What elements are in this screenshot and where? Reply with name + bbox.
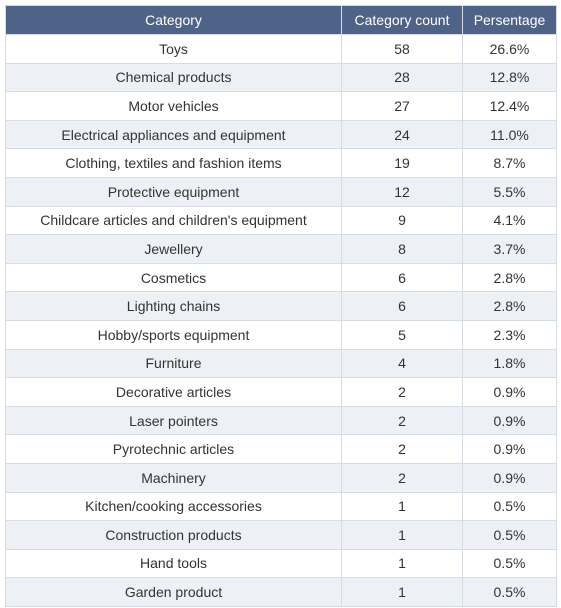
category-cell: Clothing, textiles and fashion items — [5, 148, 342, 178]
table-row: Hobby/sports equipment 5 2.3% — [5, 319, 557, 350]
percentage-cell: 26.6% — [462, 34, 557, 64]
category-cell: Pyrotechnic articles — [5, 434, 342, 464]
count-cell: 28 — [341, 62, 463, 93]
category-cell: Garden product — [5, 577, 342, 607]
count-cell: 1 — [341, 520, 463, 550]
count-cell: 1 — [341, 548, 463, 579]
category-cell: Hand tools — [5, 548, 342, 579]
percentage-cell: 0.9% — [462, 405, 557, 436]
category-cell: Motor vehicles — [5, 91, 342, 121]
category-cell: Decorative articles — [5, 377, 342, 407]
table-body: Toys 58 26.6% Chemical products 28 12.8% Motor… — [5, 34, 557, 607]
table-row: Motor vehicles 27 12.4% — [5, 91, 557, 121]
count-cell: 58 — [341, 34, 463, 64]
category-cell: Machinery — [5, 462, 342, 493]
count-cell: 27 — [341, 91, 463, 121]
table-row: Protective equipment 12 5.5% — [5, 176, 557, 207]
percentage-cell: 11.0% — [462, 119, 557, 150]
percentage-cell: 0.9% — [462, 434, 557, 464]
count-cell: 19 — [341, 148, 463, 178]
header-category-count: Category count — [341, 5, 463, 35]
percentage-cell: 5.5% — [462, 176, 557, 207]
count-cell: 1 — [341, 491, 463, 522]
count-cell: 12 — [341, 176, 463, 207]
percentage-cell: 2.8% — [462, 291, 557, 321]
count-cell: 2 — [341, 434, 463, 464]
count-cell: 6 — [341, 291, 463, 321]
header-category: Category — [5, 5, 342, 35]
count-cell: 9 — [341, 205, 463, 236]
percentage-cell: 0.5% — [462, 491, 557, 522]
category-cell: Furniture — [5, 348, 342, 379]
category-cell: Laser pointers — [5, 405, 342, 436]
count-cell: 8 — [341, 234, 463, 264]
percentage-cell: 0.5% — [462, 520, 557, 550]
category-cell: Jewellery — [5, 234, 342, 264]
category-cell: Cosmetics — [5, 262, 342, 293]
table-row: Lighting chains 6 2.8% — [5, 291, 557, 321]
table-row: Toys 58 26.6% — [5, 34, 557, 64]
percentage-cell: 8.7% — [462, 148, 557, 178]
table-row: Pyrotechnic articles 2 0.9% — [5, 434, 557, 464]
percentage-cell: 0.9% — [462, 462, 557, 493]
count-cell: 2 — [341, 377, 463, 407]
percentage-cell: 1.8% — [462, 348, 557, 379]
category-cell: Childcare articles and children's equipm… — [5, 205, 342, 236]
category-cell: Toys — [5, 34, 342, 64]
percentage-cell: 12.8% — [462, 62, 557, 93]
table-row: Hand tools 1 0.5% — [5, 548, 557, 579]
category-table-container: Category Category count Persentage Toys 5… — [5, 5, 557, 607]
category-cell: Electrical appliances and equipment — [5, 119, 342, 150]
count-cell: 4 — [341, 348, 463, 379]
category-table: Category Category count Persentage Toys 5… — [5, 5, 557, 607]
percentage-cell: 2.3% — [462, 319, 557, 350]
table-row: Laser pointers 2 0.9% — [5, 405, 557, 436]
percentage-cell: 0.5% — [462, 577, 557, 607]
percentage-cell: 12.4% — [462, 91, 557, 121]
count-cell: 24 — [341, 119, 463, 150]
percentage-cell: 4.1% — [462, 205, 557, 236]
category-cell: Kitchen/cooking accessories — [5, 491, 342, 522]
percentage-cell: 3.7% — [462, 234, 557, 264]
table-row: Machinery 2 0.9% — [5, 462, 557, 493]
category-cell: Protective equipment — [5, 176, 342, 207]
percentage-cell: 2.8% — [462, 262, 557, 293]
count-cell: 6 — [341, 262, 463, 293]
table-row: Kitchen/cooking accessories 1 0.5% — [5, 491, 557, 522]
table-row: Construction products 1 0.5% — [5, 520, 557, 550]
category-cell: Hobby/sports equipment — [5, 319, 342, 350]
table-row: Chemical products 28 12.8% — [5, 62, 557, 93]
header-row: Category Category count Persentage — [5, 5, 557, 35]
table-row: Cosmetics 6 2.8% — [5, 262, 557, 293]
count-cell: 2 — [341, 405, 463, 436]
table-row: Electrical appliances and equipment 24 11.… — [5, 119, 557, 150]
category-cell: Lighting chains — [5, 291, 342, 321]
table-row: Clothing, textiles and fashion items 19 8.… — [5, 148, 557, 178]
percentage-cell: 0.9% — [462, 377, 557, 407]
category-cell: Chemical products — [5, 62, 342, 93]
header-percentage: Persentage — [462, 5, 557, 35]
count-cell: 2 — [341, 462, 463, 493]
count-cell: 1 — [341, 577, 463, 607]
table-row: Garden product 1 0.5% — [5, 577, 557, 607]
percentage-cell: 0.5% — [462, 548, 557, 579]
table-row: Decorative articles 2 0.9% — [5, 377, 557, 407]
table-row: Childcare articles and children's equipm… — [5, 205, 557, 236]
category-cell: Construction products — [5, 520, 342, 550]
table-header: Category Category count Persentage — [5, 5, 557, 35]
count-cell: 5 — [341, 319, 463, 350]
table-row: Jewellery 8 3.7% — [5, 234, 557, 264]
table-row: Furniture 4 1.8% — [5, 348, 557, 379]
